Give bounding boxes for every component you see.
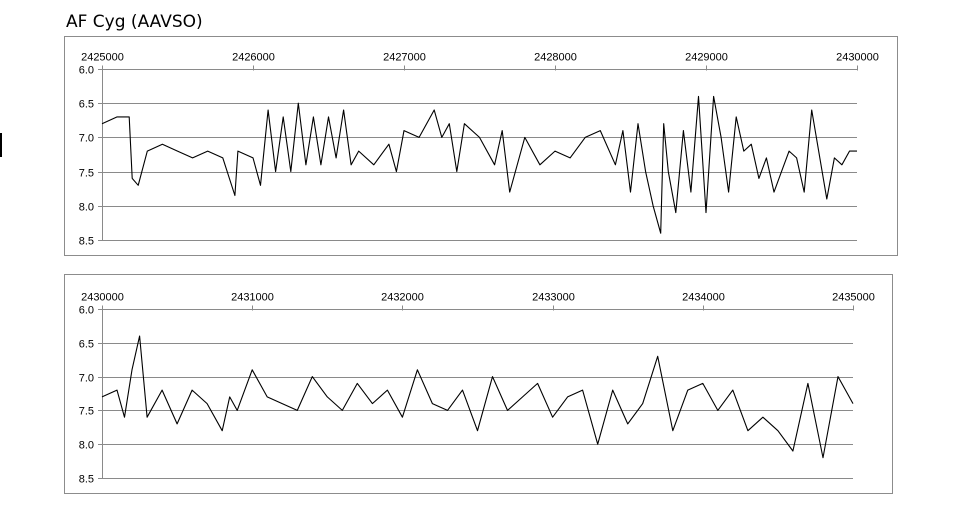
y-tick-label: 8.0	[79, 202, 94, 214]
y-tick-label: 7.5	[79, 406, 94, 418]
y-tick-label: 7.0	[79, 133, 94, 145]
chart-title: AF Cyg (AAVSO)	[66, 12, 203, 32]
plot-frame	[64, 274, 893, 494]
y-tick-label: 6.0	[79, 65, 94, 77]
x-tick-label: 2434000	[682, 292, 725, 304]
x-tick-label: 2426000	[232, 52, 275, 64]
x-tick-label: 2431000	[231, 292, 274, 304]
y-tick-label: 8.5	[79, 474, 94, 486]
y-tick-label: 7.0	[79, 373, 94, 385]
x-tick-label: 2430000	[81, 292, 124, 304]
plot-frame	[64, 36, 898, 256]
x-tick-label: 2433000	[532, 292, 575, 304]
x-tick-label: 2429000	[685, 52, 728, 64]
x-tick-label: 2430000	[836, 52, 879, 64]
x-tick-label: 2427000	[383, 52, 426, 64]
edge-mark	[0, 133, 2, 157]
x-tick-label: 2425000	[81, 52, 124, 64]
x-tick-label: 2428000	[534, 52, 577, 64]
y-tick-label: 7.5	[79, 168, 94, 180]
light-curve-line	[101, 95, 857, 234]
y-tick-label: 6.5	[79, 99, 94, 111]
y-tick-label: 8.0	[79, 440, 94, 452]
chart-panel-bottom: 6.0 6.5 7.0 7.5 8.0 8.5 2430000 2431000 2432000 2…	[64, 274, 893, 494]
y-tick-label: 8.5	[79, 236, 94, 248]
y-tick-label: 6.0	[79, 305, 94, 317]
x-tick-label: 2432000	[381, 292, 424, 304]
y-tick-label: 6.5	[79, 339, 94, 351]
x-tick-label: 2435000	[832, 292, 875, 304]
chart-panel-top: 6.0 6.5 7.0 7.5 8.0 8.5 2425000 2426000 2427000 2…	[64, 36, 898, 256]
light-curve-line	[101, 335, 854, 459]
